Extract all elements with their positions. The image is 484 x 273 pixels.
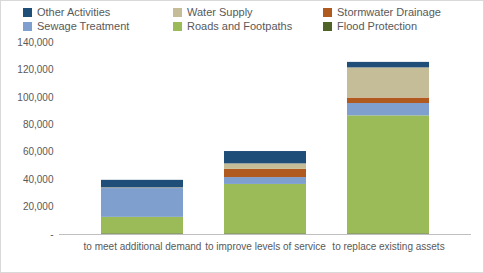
svg-text:20,000: 20,000 [23, 201, 54, 212]
svg-text:to meet additional demand: to meet additional demand [84, 241, 202, 252]
svg-text:40,000: 40,000 [23, 174, 54, 185]
svg-text:to replace existing assets: to replace existing assets [332, 241, 444, 252]
svg-text:80,000: 80,000 [23, 119, 54, 130]
svg-text:-: - [50, 229, 53, 240]
svg-text:to improve levels of service: to improve levels of service [205, 241, 326, 252]
html-text:Sewage Treatment: Sewage Treatment [37, 20, 130, 32]
html-text:Water Supply: Water Supply [187, 6, 253, 18]
svg-text:140,000: 140,000 [17, 37, 54, 48]
html-text:Roads and Footpaths: Roads and Footpaths [187, 20, 293, 32]
svg-text:60,000: 60,000 [23, 146, 54, 157]
html-text:Stormwater Drainage: Stormwater Drainage [337, 6, 441, 18]
svg-text:100,000: 100,000 [17, 92, 54, 103]
html-text:Flood Protection: Flood Protection [337, 20, 418, 32]
svg-text:120,000: 120,000 [17, 64, 54, 75]
html-text:Other Activities: Other Activities [37, 6, 111, 18]
